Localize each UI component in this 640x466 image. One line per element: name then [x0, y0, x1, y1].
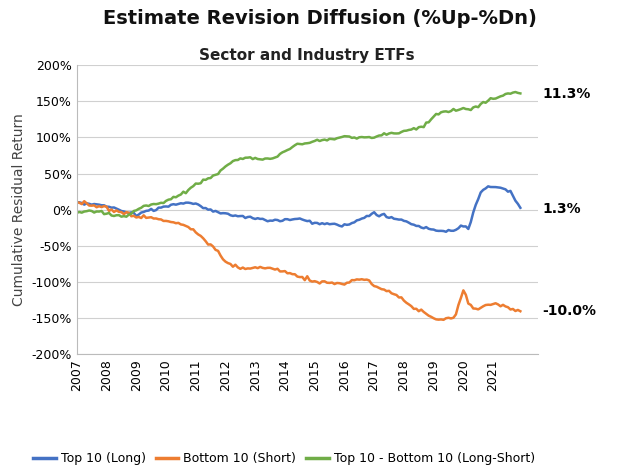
Top 10 (Long) [241, 215, 249, 221]
Top 10 (Long) [164, 204, 172, 210]
Top 10 - Bottom 10 (Long-Short) [122, 214, 130, 219]
Line: Bottom 10 (Short): Bottom 10 (Short) [77, 201, 520, 320]
Bottom 10 (Short) [83, 200, 90, 206]
Top 10 (Long) [507, 188, 515, 194]
Top 10 - Bottom 10 (Long-Short) [516, 90, 524, 96]
Bottom 10 (Short) [440, 317, 447, 322]
Line: Top 10 (Long): Top 10 (Long) [77, 186, 520, 232]
Bottom 10 (Short) [244, 266, 252, 271]
Top 10 (Long) [125, 210, 132, 216]
Bottom 10 (Short) [127, 213, 135, 219]
Top 10 - Bottom 10 (Long-Short) [244, 155, 252, 160]
Text: 11.3%: 11.3% [542, 87, 591, 101]
Top 10 (Long) [81, 202, 88, 207]
Top 10 - Bottom 10 (Long-Short) [127, 211, 135, 217]
Legend: Top 10 (Long), Bottom 10 (Short), Top 10 - Bottom 10 (Long-Short): Top 10 (Long), Bottom 10 (Short), Top 10… [28, 447, 540, 466]
Top 10 (Long) [484, 184, 492, 189]
Top 10 (Long) [516, 205, 524, 211]
Bottom 10 (Short) [516, 308, 524, 314]
Text: -10.0%: -10.0% [542, 304, 596, 318]
Bottom 10 (Short) [167, 219, 175, 225]
Top 10 (Long) [73, 199, 81, 205]
Top 10 - Bottom 10 (Long-Short) [469, 104, 477, 110]
Bottom 10 (Short) [73, 199, 81, 205]
Text: Estimate Revision Diffusion (%Up-%Dn): Estimate Revision Diffusion (%Up-%Dn) [103, 9, 537, 28]
Top 10 - Bottom 10 (Long-Short) [167, 197, 175, 202]
Top 10 - Bottom 10 (Long-Short) [81, 209, 88, 214]
Top 10 - Bottom 10 (Long-Short) [504, 90, 512, 96]
Line: Top 10 - Bottom 10 (Long-Short): Top 10 - Bottom 10 (Long-Short) [77, 92, 520, 217]
Top 10 - Bottom 10 (Long-Short) [511, 89, 519, 95]
Top 10 (Long) [469, 210, 477, 215]
Bottom 10 (Short) [81, 199, 88, 204]
Y-axis label: Cumulative Residual Return: Cumulative Residual Return [12, 113, 26, 306]
Top 10 (Long) [442, 229, 450, 234]
Bottom 10 (Short) [507, 307, 515, 312]
Title: Sector and Industry ETFs: Sector and Industry ETFs [200, 48, 415, 63]
Top 10 - Bottom 10 (Long-Short) [73, 210, 81, 216]
Text: 1.3%: 1.3% [542, 202, 581, 216]
Bottom 10 (Short) [472, 306, 479, 311]
